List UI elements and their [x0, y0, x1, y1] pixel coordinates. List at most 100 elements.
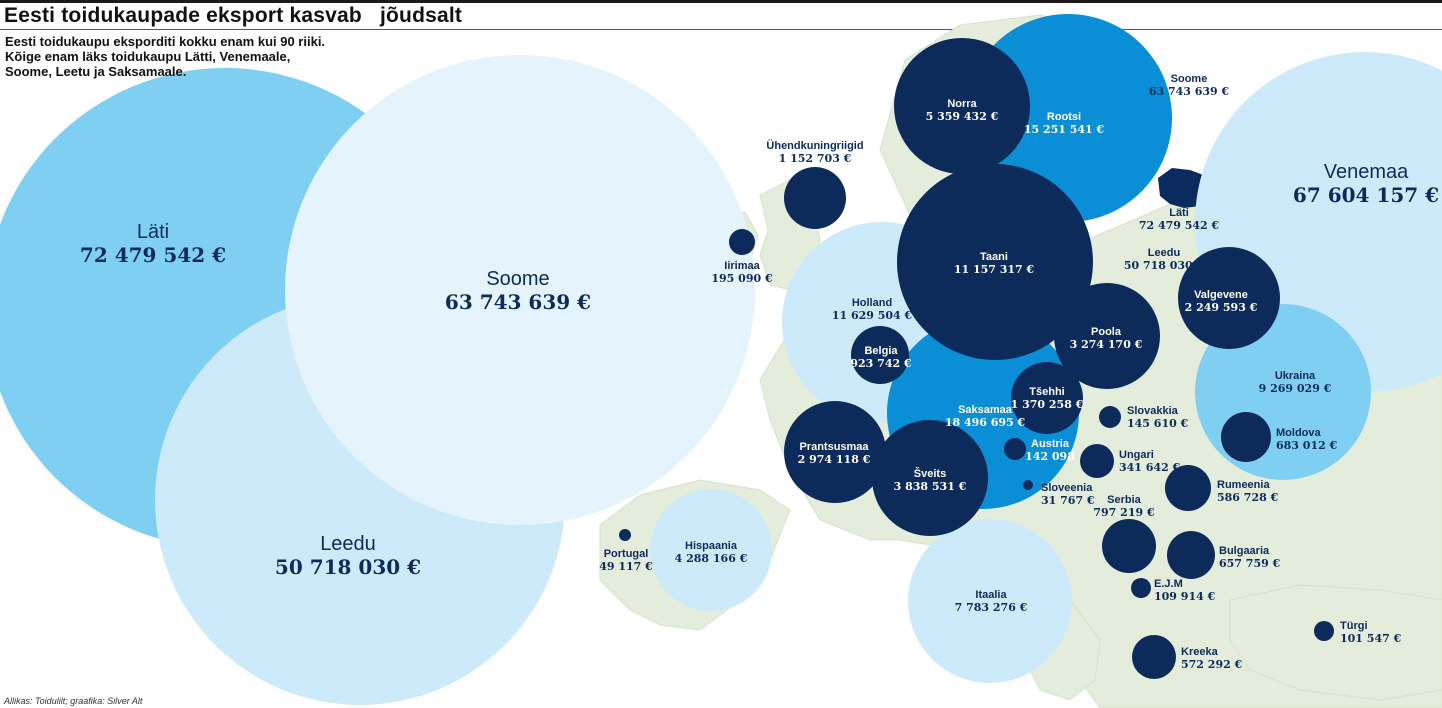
bubble-sloveenia [1023, 480, 1033, 490]
label-name-taani: Taani [980, 251, 1008, 263]
label-value-kreeka: 572 292 € [1181, 658, 1243, 671]
label-value-venemaa: 67 604 157 € [1293, 183, 1439, 207]
bubble-bulgaaria [1167, 531, 1215, 579]
label-value-soome: 63 743 639 € [445, 290, 591, 314]
title-divider [0, 29, 1442, 30]
label-value-iirimaa: 195 090 € [711, 272, 773, 285]
label-value-rumeenia: 586 728 € [1217, 491, 1279, 504]
label-value-ukraina: 9 269 029 € [1259, 382, 1332, 395]
label-name-ungari: Ungari [1119, 449, 1154, 461]
label-name-serbia: Serbia [1107, 494, 1142, 506]
label-value-holland: 11 629 504 € [832, 309, 913, 322]
bubble-ungari [1080, 444, 1114, 478]
bubble-taani [897, 164, 1093, 360]
label-name-holland: Holland [852, 297, 892, 309]
map-label-value-l-ti: 72 479 542 € [1139, 219, 1220, 232]
label-value--hendkuningriigid: 1 152 703 € [779, 152, 852, 165]
intro-line: Soome, Leetu ja Saksamaale. [5, 64, 187, 79]
label-value-hispaania: 4 288 166 € [675, 552, 748, 565]
label-name-bulgaaria: Bulgaaria [1219, 545, 1270, 557]
label-name-sloveenia: Sloveenia [1041, 482, 1093, 494]
label-name-venemaa: Venemaa [1324, 161, 1409, 183]
label-name-itaalia: Itaalia [975, 589, 1007, 601]
label-name-norra: Norra [947, 98, 977, 110]
bubble-austria [1004, 438, 1026, 460]
label-value-e-j-m: 109 914 € [1154, 590, 1216, 603]
label-name-portugal: Portugal [604, 548, 649, 560]
bubble-norra [894, 38, 1030, 174]
label-value-moldova: 683 012 € [1276, 439, 1338, 452]
label-name-t-ehhi: Tšehhi [1029, 386, 1064, 398]
label-value-saksamaa: 18 496 695 € [945, 416, 1026, 429]
label-name-moldova: Moldova [1276, 427, 1321, 439]
map-label-value-leedu: 50 718 030 € [1124, 259, 1205, 272]
bubble-rumeenia [1165, 465, 1211, 511]
label-name-slovakkia: Slovakkia [1127, 405, 1179, 417]
label-name-e-j-m: E.J.M [1154, 578, 1183, 590]
label-value-t-ehhi: 1 370 258 € [1011, 398, 1084, 411]
map-label-value-soome: 63 743 639 € [1149, 85, 1230, 98]
label-value-rootsi: 15 251 541 € [1024, 123, 1105, 136]
bubble-valgevene [1178, 247, 1280, 349]
bubble-prantsusmaa [784, 401, 886, 503]
label-value--veits: 3 838 531 € [894, 480, 967, 493]
label-value-itaalia: 7 783 276 € [955, 601, 1028, 614]
label-value-bulgaaria: 657 759 € [1219, 557, 1281, 570]
bubble-kreeka [1132, 635, 1176, 679]
bubble-slovakkia [1099, 406, 1121, 428]
label-name-rootsi: Rootsi [1047, 111, 1081, 123]
bubble-serbia [1102, 519, 1156, 573]
label-name-hispaania: Hispaania [685, 540, 738, 552]
label-name-prantsusmaa: Prantsusmaa [799, 441, 869, 453]
label-value-l-ti: 72 479 542 € [80, 243, 226, 267]
label-value-slovakkia: 145 610 € [1127, 417, 1189, 430]
label-value-portugal: 49 117 € [599, 560, 653, 573]
label-name-l-ti: Läti [137, 221, 169, 243]
label-name-soome: Soome [486, 268, 549, 290]
bubble-hispaania [650, 489, 772, 611]
label-value-leedu: 50 718 030 € [275, 555, 421, 579]
label-name-belgia: Belgia [864, 345, 898, 357]
top-rule [0, 0, 1442, 3]
label-value-austria: 142 098 [1025, 450, 1075, 463]
intro-line: Eesti toidukaupu eksporditi kokku enam k… [5, 34, 326, 49]
label-name--hendkuningriigid: Ühendkuningriigid [766, 139, 863, 152]
label-value-poola: 3 274 170 € [1070, 338, 1143, 351]
bubble-t-ehhi [1011, 362, 1083, 434]
label-name-valgevene: Valgevene [1194, 289, 1248, 301]
label-value-ungari: 341 642 € [1119, 461, 1181, 474]
bubble--veits [872, 420, 988, 536]
label-value-valgevene: 2 249 593 € [1185, 301, 1258, 314]
label-name-kreeka: Kreeka [1181, 646, 1219, 658]
bubble-moldova [1221, 412, 1271, 462]
bubble-e-j-m [1131, 578, 1151, 598]
land-shape [1229, 584, 1442, 701]
label-value-belgia: 923 742 € [850, 357, 912, 370]
label-value-serbia: 797 219 € [1093, 506, 1155, 519]
bubble-poola [1054, 283, 1160, 389]
map-label-name-l-ti: Läti [1169, 207, 1189, 219]
label-name-iirimaa: Iirimaa [724, 260, 760, 272]
label-value-taani: 11 157 317 € [954, 263, 1035, 276]
label-name-saksamaa: Saksamaa [958, 404, 1013, 416]
intro-line: Kõige enam läks toidukaupu Lätti, Venema… [5, 49, 291, 64]
bubble-layer [0, 14, 1442, 705]
label-name-leedu: Leedu [320, 533, 376, 555]
intro-text: Eesti toidukaupu eksporditi kokku enam k… [5, 34, 335, 79]
label-name--veits: Šveits [914, 467, 946, 480]
label-name-poola: Poola [1091, 326, 1122, 338]
bubble-soome [285, 55, 755, 525]
map-label-name-leedu: Leedu [1148, 247, 1180, 259]
bubble-itaalia [908, 519, 1072, 683]
label-value-t-rgi: 101 547 € [1340, 632, 1402, 645]
bubble--hendkuningriigid [784, 167, 846, 229]
label-value-sloveenia: 31 767 € [1041, 494, 1095, 507]
source-credit: Allikas: Toidulilt; graafika: Silver Alt [4, 696, 143, 706]
bubble-iirimaa [729, 229, 755, 255]
bubble-portugal [619, 529, 631, 541]
label-name-ukraina: Ukraina [1275, 370, 1316, 382]
label-name-rumeenia: Rumeenia [1217, 479, 1270, 491]
